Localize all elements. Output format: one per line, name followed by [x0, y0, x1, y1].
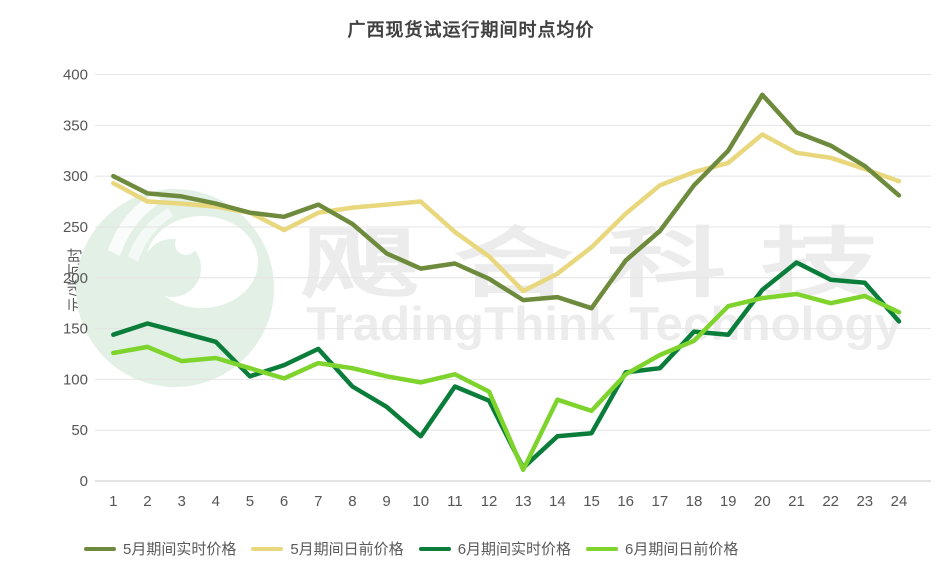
- y-tick-label: 100: [63, 371, 88, 388]
- y-tick-label: 300: [63, 168, 88, 185]
- legend-label: 5月期间日前价格: [290, 541, 404, 558]
- watermark-en-text: TradingThink Technology: [306, 297, 902, 350]
- x-tick-label: 10: [412, 493, 429, 510]
- x-tick-label: 14: [549, 493, 566, 510]
- x-tick-label: 12: [481, 493, 498, 510]
- x-tick-label: 24: [891, 493, 908, 510]
- swirl-bird-logo-icon: [108, 192, 162, 256]
- legend-item-june-realtime[interactable]: 6月期间实时价格: [418, 538, 572, 559]
- y-tick-label: 250: [63, 219, 88, 236]
- series-line-0: [111, 92, 902, 311]
- chart-legend: 5月期间实时价格 5月期间日前价格 6月期间实时价格 6月期间日前价格: [84, 538, 738, 559]
- x-tick-label: 19: [720, 493, 737, 510]
- x-tick-label: 17: [652, 493, 669, 510]
- legend-item-may-dayahead[interactable]: 5月期间日前价格: [251, 538, 404, 559]
- x-tick-label: 2: [143, 493, 151, 510]
- chart-title: 广西现货试运行期间时点均价: [347, 20, 595, 40]
- x-tick-label: 8: [348, 493, 356, 510]
- y-tick-label: 350: [63, 117, 88, 134]
- x-tick-label: 9: [382, 493, 390, 510]
- legend-item-june-dayahead[interactable]: 6月期间日前价格: [586, 538, 738, 559]
- x-tick-label: 23: [856, 493, 873, 510]
- legend-swatch-june-realtime: [418, 546, 451, 551]
- y-tick-label: 200: [63, 270, 88, 287]
- x-tick-label: 3: [177, 493, 185, 510]
- x-tick-label: 4: [212, 493, 220, 510]
- legend-item-may-realtime[interactable]: 5月期间实时价格: [84, 538, 236, 559]
- x-tick-label: 21: [788, 493, 805, 510]
- legend-swatch-june-dayahead: [586, 546, 619, 551]
- x-tick-label: 16: [617, 493, 634, 510]
- x-tick-label: 5: [246, 493, 254, 510]
- x-tick-label: 22: [822, 493, 839, 510]
- y-tick-label: 400: [63, 67, 88, 84]
- x-tick-label: 6: [280, 493, 288, 510]
- y-tick-label: 0: [80, 473, 88, 490]
- x-tick-label: 13: [515, 493, 532, 510]
- x-tick-label: 1: [109, 493, 117, 510]
- legend-swatch-may-dayahead: [251, 546, 284, 551]
- x-tick-label: 18: [686, 493, 703, 510]
- y-tick-label: 150: [63, 321, 88, 338]
- x-tick-label: 7: [314, 493, 322, 510]
- watermark-cn-text: 飓 合 科 技: [300, 222, 880, 307]
- legend-label: 5月期间实时价格: [123, 541, 237, 558]
- x-tick-label: 15: [583, 493, 600, 510]
- swirl-bird-logo-icon: [175, 233, 197, 255]
- swirl-bird-logo-icon: [128, 208, 173, 262]
- series-line-3: [111, 291, 902, 473]
- y-tick-label: 50: [71, 422, 88, 439]
- legend-label: 6月期间实时价格: [457, 541, 572, 558]
- legend-label: 6月期间日前价格: [625, 541, 739, 558]
- legend-swatch-may-realtime: [84, 546, 116, 551]
- x-tick-label: 20: [754, 493, 771, 510]
- x-tick-label: 11: [447, 493, 463, 510]
